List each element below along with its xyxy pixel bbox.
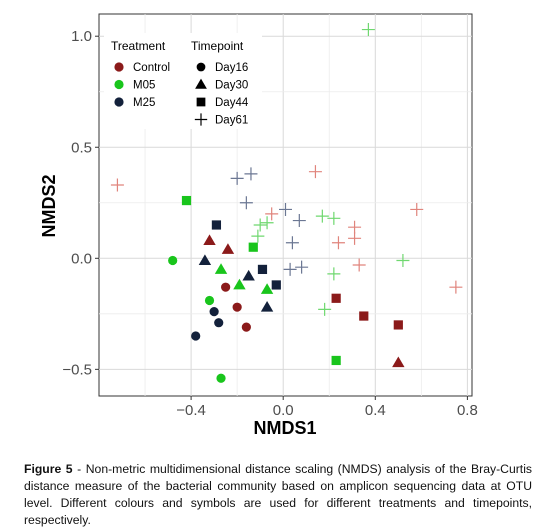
point-m05-day16	[204, 295, 215, 306]
point-control-day16	[241, 322, 251, 332]
legend-key-control	[114, 62, 124, 72]
point-control-day61	[410, 202, 424, 216]
point-m05-day61	[361, 23, 375, 37]
x-tick-label: 0.8	[457, 402, 478, 419]
point-m25-day16	[214, 318, 224, 328]
point-m05-day30	[260, 283, 274, 294]
y-tick-label: −0.5	[62, 361, 92, 378]
point-control-day30	[392, 356, 405, 368]
x-axis-title: NMDS1	[253, 418, 316, 438]
point-m25-day44	[271, 280, 281, 290]
legend-label-m25: M25	[133, 97, 155, 109]
legend-key-day16	[196, 62, 206, 72]
point-m25-day61	[230, 171, 244, 185]
point-m25-day61	[285, 236, 299, 250]
point-control-day61	[331, 236, 345, 250]
point-m25-day61	[244, 167, 258, 181]
point-control-day61	[449, 280, 463, 294]
y-axis-title: NMDS2	[39, 174, 59, 237]
x-tick-label: −0.4	[176, 402, 206, 419]
point-control-day44	[331, 293, 341, 303]
point-control-day61	[308, 165, 322, 179]
point-m05-day61	[327, 211, 341, 225]
point-control-day61	[348, 220, 362, 234]
point-control-day61	[352, 258, 366, 272]
point-m05-day30	[233, 278, 246, 290]
point-m25-day61	[292, 214, 306, 228]
x-tick-label: 0.0	[273, 402, 294, 419]
point-m25-day44	[257, 264, 268, 275]
nmds-chart: Treatment Control M05 M25 Timepoint Day16 Day3…	[39, 13, 478, 438]
point-control-day30	[221, 243, 235, 254]
figure-caption-text: - Non-metric multidimensional distance s…	[24, 462, 532, 527]
treatment-legend-title: Treatment	[111, 39, 166, 53]
point-control-day44	[359, 311, 369, 321]
point-control-day61	[348, 231, 362, 245]
legend-key-m25	[114, 97, 124, 107]
point-m05-day16	[168, 255, 178, 266]
point-m05-day16	[216, 373, 226, 383]
point-m25-day30	[198, 254, 212, 265]
legend-label-day44: Day44	[215, 97, 249, 109]
timepoint-legend-title: Timepoint	[191, 39, 244, 53]
point-control-day61	[110, 178, 124, 192]
point-m05-day44	[181, 195, 192, 206]
figure-label: Figure 5	[24, 462, 73, 476]
point-control-day16	[232, 302, 242, 312]
y-tick-label: 0.5	[71, 139, 92, 156]
legend-label-m05: M05	[133, 80, 155, 92]
point-control-day44	[393, 320, 403, 330]
point-m25-day30	[260, 300, 274, 312]
point-m25-day61	[279, 202, 292, 216]
y-tick-label: 1.0	[71, 28, 92, 45]
point-m05-day61	[253, 218, 267, 232]
legend-label-day61: Day61	[215, 115, 248, 127]
point-m25-day30	[242, 269, 255, 281]
axes: −0.4 0.0 0.4 0.8 −0.5 0.0 0.5 1.0	[62, 28, 477, 419]
point-m25-day16	[209, 307, 219, 317]
point-m25-day44	[211, 220, 222, 230]
point-m25-day61	[239, 196, 253, 210]
point-control-day61	[265, 207, 279, 221]
legend: Treatment Control M05 M25 Timepoint Day16 Day3…	[104, 33, 262, 129]
point-m05-day30	[214, 263, 228, 274]
legend-background	[104, 33, 262, 129]
point-m05-day44	[248, 242, 258, 252]
figure-caption: Figure 5 - Non-metric multidimensional d…	[24, 461, 532, 529]
point-m05-day61	[315, 209, 329, 223]
legend-label-control: Control	[133, 62, 170, 74]
point-m05-day44	[331, 355, 341, 366]
point-m25-day61	[283, 262, 297, 276]
point-control-day16	[221, 282, 231, 292]
point-m05-day61	[396, 254, 410, 268]
point-m05-day61	[260, 216, 274, 230]
x-tick-label: 0.4	[365, 402, 386, 419]
legend-key-day30	[195, 78, 207, 89]
legend-key-day61	[194, 113, 208, 126]
point-m05-day61	[318, 302, 332, 316]
legend-label-day30: Day30	[215, 80, 248, 92]
point-m25-day61	[295, 260, 309, 274]
legend-key-m05	[114, 79, 124, 90]
point-m05-day61	[251, 229, 265, 243]
legend-label-day16: Day16	[215, 62, 248, 74]
data-points	[110, 23, 463, 383]
y-tick-label: 0.0	[71, 250, 92, 267]
point-m05-day61	[327, 267, 341, 281]
point-m25-day16	[191, 331, 201, 341]
legend-key-day44	[196, 97, 206, 107]
point-control-day30	[203, 234, 216, 245]
